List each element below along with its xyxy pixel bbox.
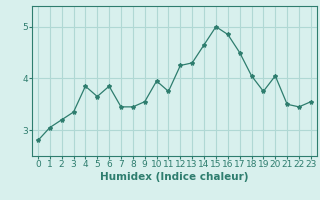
- X-axis label: Humidex (Indice chaleur): Humidex (Indice chaleur): [100, 172, 249, 182]
